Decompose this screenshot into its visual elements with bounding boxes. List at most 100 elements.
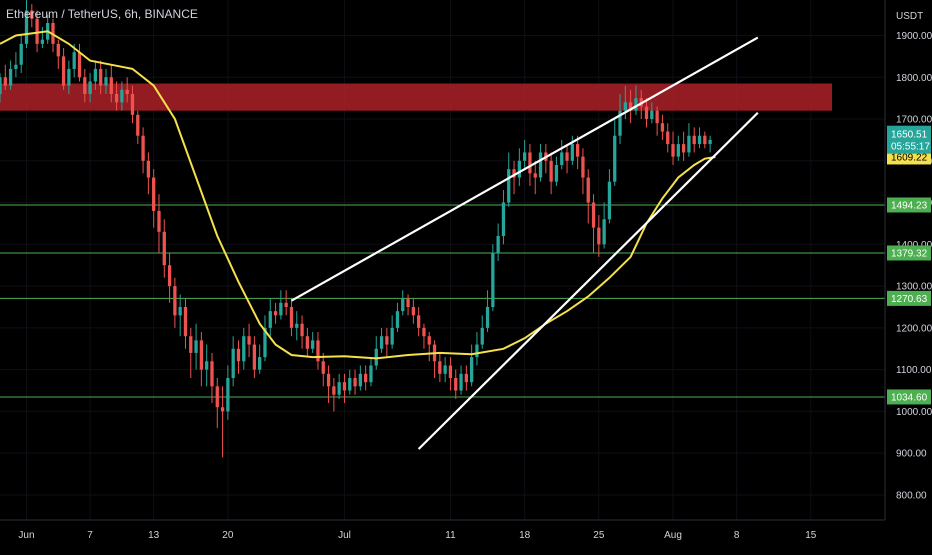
candle (464, 365, 468, 391)
y-tick-label: 800.00 (896, 490, 927, 501)
x-tick-label: 15 (805, 530, 817, 541)
candle (491, 244, 495, 312)
candle-body (459, 373, 463, 391)
channel-lines-layer (290, 36, 759, 450)
candle (597, 215, 601, 257)
candle-body (284, 302, 288, 307)
y-tick-label: 1000.00 (896, 407, 932, 418)
candle-body (485, 306, 490, 328)
candle (56, 39, 60, 69)
candle-body (390, 327, 394, 345)
candle (687, 123, 691, 157)
candle-body (24, 10, 29, 44)
candle-body (549, 160, 553, 182)
level-price-tag-bg (887, 197, 931, 213)
candle (30, 4, 34, 28)
candle-body (644, 106, 649, 120)
candle-body (618, 110, 622, 136)
candle-body (61, 56, 66, 86)
candle (496, 223, 500, 262)
candle-body (385, 336, 389, 345)
candle (501, 190, 506, 245)
candle (575, 135, 580, 170)
x-tick-label: Jul (338, 530, 351, 541)
candle (480, 315, 484, 349)
candle (167, 252, 172, 303)
x-tick-label: 11 (445, 530, 456, 541)
candle (522, 139, 527, 170)
candle-body (236, 348, 241, 362)
candle-body (56, 43, 60, 57)
candle-body (109, 77, 113, 94)
candle (88, 73, 92, 103)
candle-body (358, 373, 363, 387)
candle (125, 77, 129, 103)
candle-body (311, 340, 315, 349)
candle-body (475, 344, 479, 358)
candle-body (189, 336, 193, 353)
candle (61, 48, 66, 90)
candle (8, 60, 13, 90)
candle (560, 139, 564, 170)
candle-body (14, 64, 18, 69)
candle-body (99, 68, 103, 86)
current-price-tag-countdown: 05:55:17 (891, 142, 930, 153)
time-axis[interactable]: Jun 7 13 20 Jul 11 18 25 Aug 8 15 (0, 519, 885, 541)
candle (205, 344, 209, 387)
candle-body (507, 169, 511, 203)
candle (194, 323, 198, 370)
candle-body (607, 181, 612, 220)
candle (581, 148, 585, 195)
candle-body (342, 382, 347, 391)
candle-body (480, 327, 484, 345)
candle-body (454, 377, 458, 391)
candle-body (501, 202, 506, 236)
candle-body (522, 152, 527, 161)
candle (475, 332, 479, 366)
candle-body (252, 344, 257, 370)
candle-body (136, 114, 140, 136)
candle-body (411, 306, 415, 316)
candle (565, 144, 569, 174)
candle (348, 369, 352, 395)
channel-line-lower[interactable] (417, 111, 759, 450)
candle (676, 135, 680, 161)
candle (226, 365, 230, 420)
candle-body (348, 377, 352, 391)
candle-body (623, 102, 627, 111)
candle-body (326, 373, 331, 387)
candle-body (634, 98, 638, 111)
candle (417, 306, 421, 337)
x-tick-label: Jun (18, 530, 34, 541)
candle-body (364, 373, 368, 383)
candle-body (491, 252, 495, 307)
candle-body (183, 306, 188, 337)
candle-body (512, 169, 516, 178)
y-tick-label: 1100.00 (896, 365, 932, 376)
candle (390, 315, 394, 349)
y-tick-label: 1800.00 (896, 73, 932, 84)
candle-body (258, 357, 262, 370)
channel-line-upper[interactable] (290, 36, 759, 302)
y-tick-label: 1300.00 (896, 282, 932, 293)
candle (337, 373, 341, 399)
x-tick-label: 25 (593, 530, 605, 541)
candle-body (422, 327, 426, 337)
candle (613, 119, 617, 186)
candle (443, 357, 447, 383)
candle-body (130, 93, 135, 115)
candle (295, 311, 299, 341)
candle-body (316, 340, 320, 362)
price-labels-layer: 1494.231379.321270.631034.601609.221650.… (887, 125, 931, 405)
candle-body (708, 139, 712, 145)
candle (485, 290, 490, 333)
candle (379, 327, 384, 353)
level-price-tag: 1034.60 (887, 389, 931, 405)
candle-body (0, 77, 2, 94)
candle-body (554, 164, 559, 182)
x-tick-label: 20 (222, 530, 234, 541)
candle-body (687, 135, 691, 153)
candle (141, 127, 145, 174)
